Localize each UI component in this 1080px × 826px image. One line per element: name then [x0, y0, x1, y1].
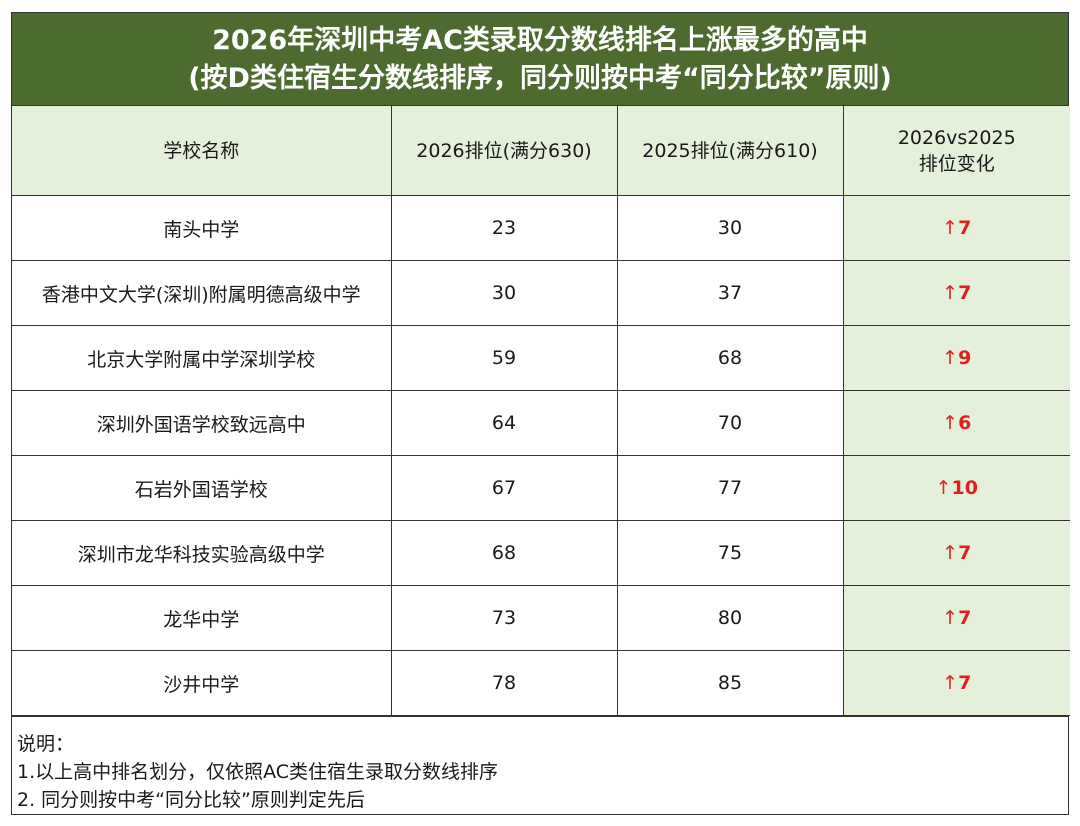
- header-rank-2025: 2025排位(满分610): [616, 106, 844, 196]
- cell-rank-2025: 70: [616, 390, 844, 456]
- up-arrow-icon: ↑: [942, 672, 959, 694]
- cell-rank-2025: 30: [616, 195, 844, 261]
- cell-rank-change: ↑10: [842, 455, 1070, 521]
- table-header-row: 学校名称 2026排位(满分630) 2025排位(满分610) 2026vs2…: [12, 106, 1070, 196]
- up-arrow-icon: ↑: [942, 217, 959, 239]
- header-change-line-2: 排位变化: [918, 152, 995, 175]
- cell-rank-2025: 80: [616, 585, 844, 651]
- cell-rank-change: ↑7: [842, 520, 1070, 586]
- notes-section: 说明： 1.以上高中排名划分，仅依照AC类住宿生录取分数线排序 2. 同分则按中…: [12, 716, 1068, 814]
- table-body: 南头中学 23 30 ↑7 香港中文大学(深圳)附属明德高级中学 30 37 ↑7 北京大学附属…: [12, 195, 1070, 716]
- notes-line-1: 1.以上高中排名划分，仅依照AC类住宿生录取分数线排序: [17, 761, 499, 783]
- cell-rank-2026: 68: [390, 520, 618, 586]
- table-row: 石岩外国语学校 67 77 ↑10: [12, 455, 1070, 521]
- cell-rank-2025: 37: [616, 260, 844, 326]
- table-row: 深圳外国语学校致远高中 64 70 ↑6: [12, 390, 1070, 456]
- sheet-title: 2026年深圳中考AC类录取分数线排名上涨最多的高中 (按D类住宿生分数线排序，…: [12, 13, 1068, 106]
- cell-rank-2026: 30: [390, 260, 618, 326]
- cell-school: 香港中文大学(深圳)附属明德高级中学: [12, 260, 392, 326]
- notes-heading: 说明：: [17, 733, 75, 755]
- cell-rank-2025: 85: [616, 650, 844, 716]
- table-row: 沙井中学 78 85 ↑7: [12, 650, 1070, 716]
- header-school: 学校名称: [12, 106, 392, 196]
- rank-change-value: 10: [951, 477, 978, 499]
- cell-school: 深圳外国语学校致远高中: [12, 390, 392, 456]
- cell-school: 深圳市龙华科技实验高级中学: [12, 520, 392, 586]
- title-line-2: (按D类住宿生分数线排序，同分则按中考“同分比较”原则): [188, 63, 892, 94]
- cell-rank-change: ↑7: [842, 260, 1070, 326]
- up-arrow-icon: ↑: [942, 607, 959, 629]
- up-arrow-icon: ↑: [942, 347, 959, 369]
- ranking-table: 学校名称 2026排位(满分630) 2025排位(满分610) 2026vs2…: [12, 106, 1070, 716]
- rank-change-value: 7: [958, 217, 972, 239]
- cell-rank-2025: 75: [616, 520, 844, 586]
- cell-rank-2026: 67: [390, 455, 618, 521]
- title-line-1: 2026年深圳中考AC类录取分数线排名上涨最多的高中: [212, 25, 868, 56]
- cell-school: 沙井中学: [12, 650, 392, 716]
- cell-school: 北京大学附属中学深圳学校: [12, 325, 392, 391]
- cell-school: 石岩外国语学校: [12, 455, 392, 521]
- cell-school: 南头中学: [12, 195, 392, 261]
- table-row: 南头中学 23 30 ↑7: [12, 195, 1070, 261]
- ranking-sheet: 2026年深圳中考AC类录取分数线排名上涨最多的高中 (按D类住宿生分数线排序，…: [11, 12, 1070, 815]
- table-row: 北京大学附属中学深圳学校 59 68 ↑9: [12, 325, 1070, 391]
- cell-rank-2026: 73: [390, 585, 618, 651]
- cell-rank-change: ↑9: [842, 325, 1070, 391]
- table-row: 深圳市龙华科技实验高级中学 68 75 ↑7: [12, 520, 1070, 586]
- table-row: 龙华中学 73 80 ↑7: [12, 585, 1070, 651]
- rank-change-value: 7: [958, 542, 972, 564]
- header-rank-change: 2026vs2025 排位变化: [842, 106, 1070, 196]
- cell-rank-2026: 23: [390, 195, 618, 261]
- notes-line-2: 2. 同分则按中考“同分比较”原则判定先后: [17, 789, 365, 811]
- cell-rank-change: ↑7: [842, 195, 1070, 261]
- cell-rank-2026: 78: [390, 650, 618, 716]
- rank-change-value: 7: [958, 282, 972, 304]
- up-arrow-icon: ↑: [942, 542, 959, 564]
- cell-rank-2025: 68: [616, 325, 844, 391]
- up-arrow-icon: ↑: [935, 477, 952, 499]
- rank-change-value: 7: [958, 672, 972, 694]
- up-arrow-icon: ↑: [942, 412, 959, 434]
- rank-change-value: 7: [958, 607, 972, 629]
- rank-change-value: 6: [958, 412, 972, 434]
- cell-rank-change: ↑7: [842, 585, 1070, 651]
- cell-rank-change: ↑6: [842, 390, 1070, 456]
- cell-rank-2025: 77: [616, 455, 844, 521]
- header-rank-2026: 2026排位(满分630): [390, 106, 618, 196]
- cell-rank-2026: 59: [390, 325, 618, 391]
- rank-change-value: 9: [958, 347, 972, 369]
- up-arrow-icon: ↑: [942, 282, 959, 304]
- header-change-line-1: 2026vs2025: [897, 126, 1016, 149]
- cell-rank-change: ↑7: [842, 650, 1070, 716]
- cell-rank-2026: 64: [390, 390, 618, 456]
- table-row: 香港中文大学(深圳)附属明德高级中学 30 37 ↑7: [12, 260, 1070, 326]
- cell-school: 龙华中学: [12, 585, 392, 651]
